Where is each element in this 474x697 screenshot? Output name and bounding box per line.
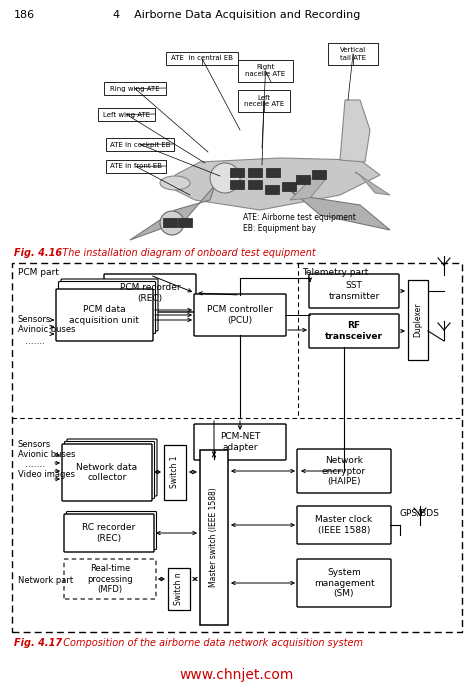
Bar xyxy=(238,90,290,112)
Circle shape xyxy=(160,211,184,235)
Text: GPS/BDS: GPS/BDS xyxy=(400,508,440,517)
Text: Fig. 4.16: Fig. 4.16 xyxy=(14,248,62,258)
Bar xyxy=(106,160,166,173)
Bar xyxy=(238,60,293,82)
Text: EB: Equipment bay: EB: Equipment bay xyxy=(243,224,316,233)
Text: Left wing ATE: Left wing ATE xyxy=(103,112,150,118)
Text: System
management
(SM): System management (SM) xyxy=(314,568,374,598)
Polygon shape xyxy=(340,100,370,162)
Text: www.chnjet.com: www.chnjet.com xyxy=(180,668,294,682)
Text: Network
encryptor
(HAIPE): Network encryptor (HAIPE) xyxy=(322,456,366,486)
Text: .......: ....... xyxy=(25,460,45,469)
FancyBboxPatch shape xyxy=(104,274,196,312)
FancyBboxPatch shape xyxy=(61,279,158,331)
Bar xyxy=(296,175,310,184)
Bar xyxy=(230,168,244,177)
Polygon shape xyxy=(290,175,325,200)
Text: PCM data
acquisition unit: PCM data acquisition unit xyxy=(70,305,139,325)
Text: Sensors: Sensors xyxy=(18,440,51,449)
Bar xyxy=(200,450,228,625)
FancyBboxPatch shape xyxy=(67,439,157,496)
Text: Switch 1: Switch 1 xyxy=(171,456,180,489)
Bar xyxy=(408,280,428,360)
Bar xyxy=(266,168,280,177)
Bar xyxy=(168,568,190,610)
Text: Avionic buses: Avionic buses xyxy=(18,450,75,459)
FancyBboxPatch shape xyxy=(58,282,155,333)
Text: SST
transmitter: SST transmitter xyxy=(328,282,380,300)
Polygon shape xyxy=(355,172,390,195)
FancyBboxPatch shape xyxy=(62,444,152,501)
Text: Right
nacelle ATE: Right nacelle ATE xyxy=(246,65,286,77)
FancyBboxPatch shape xyxy=(297,559,391,607)
Bar xyxy=(282,182,296,191)
Text: Master clock
(IEEE 1588): Master clock (IEEE 1588) xyxy=(315,515,373,535)
Text: ATE: Airborne test equipment: ATE: Airborne test equipment xyxy=(243,213,356,222)
Polygon shape xyxy=(175,158,380,210)
FancyBboxPatch shape xyxy=(64,559,156,599)
Bar xyxy=(106,138,174,151)
Text: PCM part: PCM part xyxy=(18,268,59,277)
Text: PCM recorder
(REC): PCM recorder (REC) xyxy=(120,283,180,302)
Text: Ring wing ATE: Ring wing ATE xyxy=(110,86,160,91)
Bar xyxy=(248,168,262,177)
Text: Composition of the airborne data network acquisition system: Composition of the airborne data network… xyxy=(57,638,363,648)
Text: Switch n: Switch n xyxy=(174,573,183,605)
Text: Sensors: Sensors xyxy=(18,315,51,324)
Text: Network part: Network part xyxy=(18,576,73,585)
Bar xyxy=(328,43,378,65)
FancyBboxPatch shape xyxy=(297,449,391,493)
Text: Real-time
processing
(MFD): Real-time processing (MFD) xyxy=(87,564,133,594)
Text: Avinoic buses: Avinoic buses xyxy=(18,325,75,334)
Text: ATE in cockpit EB: ATE in cockpit EB xyxy=(110,141,170,148)
FancyBboxPatch shape xyxy=(309,314,399,348)
FancyBboxPatch shape xyxy=(66,512,156,549)
Bar xyxy=(312,170,326,179)
FancyBboxPatch shape xyxy=(309,274,399,308)
Polygon shape xyxy=(285,185,390,230)
Text: 4    Airborne Data Acquisition and Recording: 4 Airborne Data Acquisition and Recordin… xyxy=(113,10,361,20)
Bar xyxy=(248,180,262,189)
Bar xyxy=(166,52,238,65)
Bar xyxy=(164,445,186,500)
Bar xyxy=(98,108,155,121)
Bar xyxy=(265,185,279,194)
Text: Fig. 4.17: Fig. 4.17 xyxy=(14,638,62,648)
Text: Network data
collector: Network data collector xyxy=(76,463,137,482)
FancyBboxPatch shape xyxy=(64,514,154,552)
FancyBboxPatch shape xyxy=(194,294,286,336)
Bar xyxy=(178,218,192,227)
Text: PCM controller
(PCU): PCM controller (PCU) xyxy=(207,305,273,325)
Bar xyxy=(104,82,166,95)
Text: Vertical
tail ATE: Vertical tail ATE xyxy=(340,47,366,61)
Text: Duplexer: Duplexer xyxy=(413,302,422,337)
Bar xyxy=(163,218,177,227)
Text: Master switch (IEEE 1588): Master switch (IEEE 1588) xyxy=(210,487,219,587)
Text: RF
transceiver: RF transceiver xyxy=(325,321,383,341)
Ellipse shape xyxy=(160,176,190,190)
Bar xyxy=(12,263,462,632)
Text: ATE in front EB: ATE in front EB xyxy=(110,164,162,169)
Text: .......: ....... xyxy=(25,337,45,346)
Polygon shape xyxy=(130,185,215,240)
FancyBboxPatch shape xyxy=(56,289,153,341)
Text: Video images: Video images xyxy=(18,470,75,479)
Text: ATE  in central EB: ATE in central EB xyxy=(171,56,233,61)
Text: RC recorder
(REC): RC recorder (REC) xyxy=(82,523,136,543)
FancyBboxPatch shape xyxy=(194,424,286,460)
Text: Left
necelle ATE: Left necelle ATE xyxy=(244,95,284,107)
Text: The installation diagram of onboard test equipment: The installation diagram of onboard test… xyxy=(56,248,316,258)
Circle shape xyxy=(210,163,240,193)
Text: PCM-NET
adapter: PCM-NET adapter xyxy=(220,432,260,452)
Text: 186: 186 xyxy=(14,10,35,20)
FancyBboxPatch shape xyxy=(297,506,391,544)
Text: Telemetry part: Telemetry part xyxy=(302,268,368,277)
FancyBboxPatch shape xyxy=(64,441,155,498)
Bar xyxy=(230,180,244,189)
